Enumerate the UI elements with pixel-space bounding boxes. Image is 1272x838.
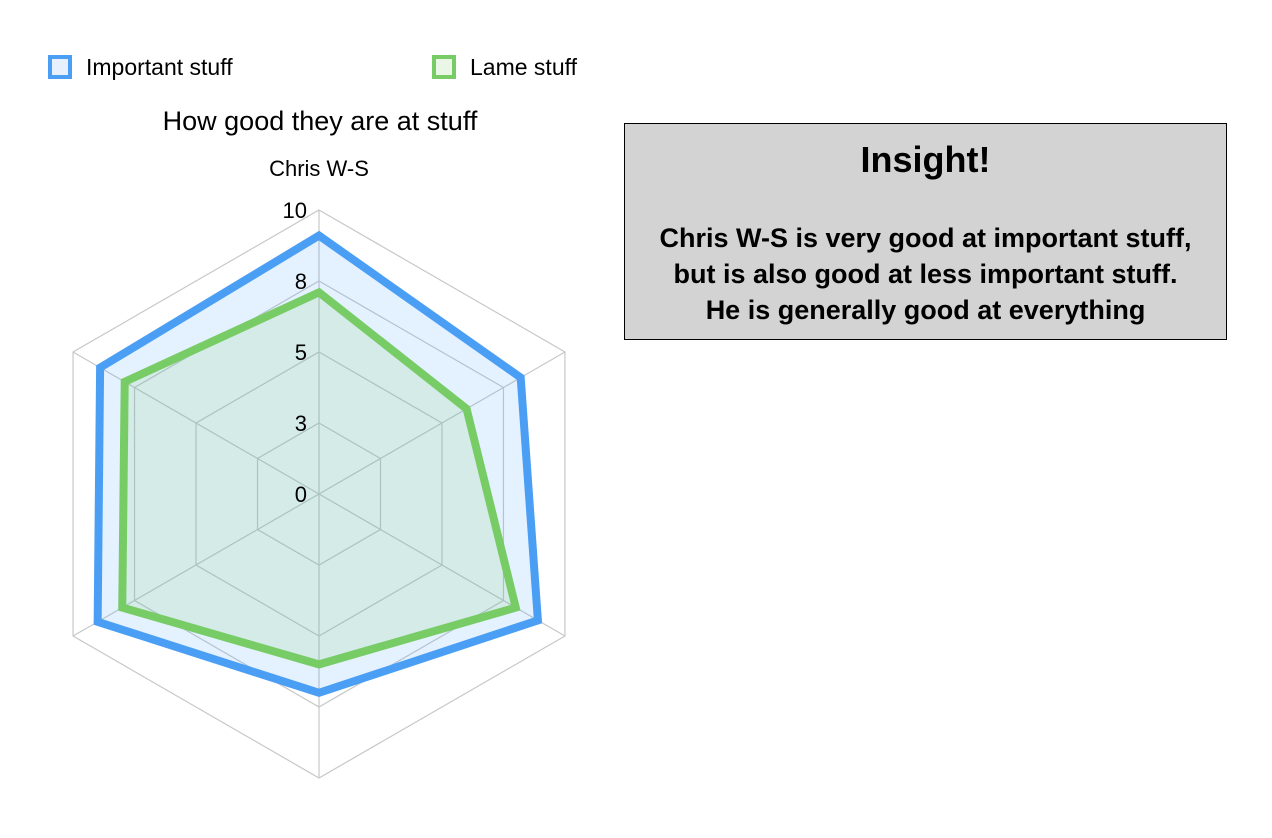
legend-label-lame-stuff: Lame stuff bbox=[470, 53, 577, 80]
tick-label: 8 bbox=[295, 269, 307, 294]
insight-title: Insight! bbox=[860, 139, 991, 180]
grid-spoke bbox=[72, 351, 320, 495]
series-line bbox=[118, 287, 521, 669]
series-area bbox=[122, 292, 516, 665]
insight-body: Chris W-S is very good at important stuf… bbox=[625, 220, 1226, 328]
chart-legend: Important stuff Lame stuff bbox=[0, 0, 640, 100]
legend-swatch-lame-stuff bbox=[432, 55, 456, 79]
legend-item-lame-stuff[interactable]: Lame stuff bbox=[432, 54, 577, 80]
tick-label: 3 bbox=[295, 411, 307, 436]
radar-labels: 10 8 5 3 0 Chris W-S bbox=[269, 156, 369, 507]
series-area bbox=[97, 235, 538, 693]
tick-label: 5 bbox=[295, 340, 307, 365]
insight-box: Insight! Chris W-S is very good at impor… bbox=[624, 123, 1227, 340]
axis-label: Chris W-S bbox=[269, 156, 369, 181]
radar-grid bbox=[72, 209, 566, 779]
radar-lines bbox=[93, 230, 543, 698]
legend-item-important-stuff[interactable]: Important stuff bbox=[48, 54, 233, 80]
insight-line: but is also good at less important stuff… bbox=[673, 259, 1178, 289]
series-line bbox=[93, 230, 543, 698]
grid-spoke bbox=[318, 493, 566, 637]
tick-label: 10 bbox=[283, 198, 307, 223]
insight-line: Chris W-S is very good at important stuf… bbox=[659, 223, 1192, 253]
legend-label-important-stuff: Important stuff bbox=[86, 53, 233, 80]
radar-fills bbox=[97, 235, 538, 693]
insight-line: He is generally good at everything bbox=[705, 295, 1146, 325]
legend-swatch-important-stuff bbox=[48, 55, 72, 79]
radar-chart: 10 8 5 3 0 Chris W-S bbox=[72, 156, 566, 779]
grid-spoke bbox=[72, 493, 320, 637]
chart-title: How good they are at stuff bbox=[162, 106, 478, 136]
tick-label: 0 bbox=[295, 482, 307, 507]
